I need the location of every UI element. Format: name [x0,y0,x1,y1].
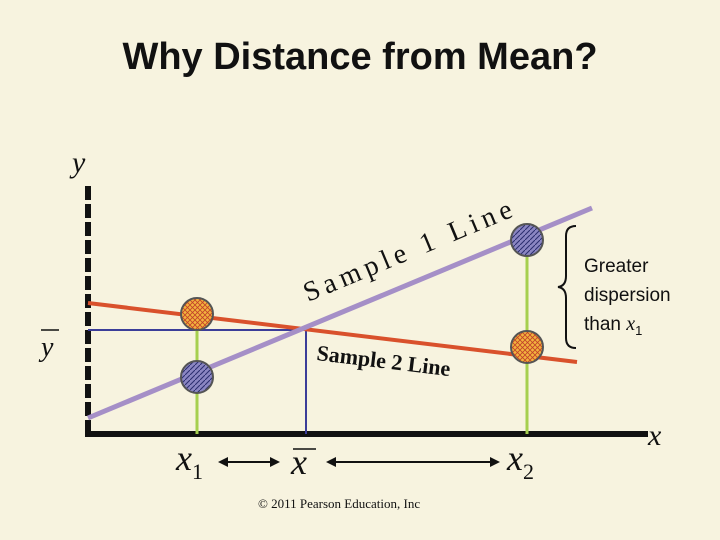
arrow-mean-to-x2 [326,457,500,467]
y-axis-label: y [69,146,86,179]
point-x1-sample1 [180,360,214,394]
page-title: Why Distance from Mean? [122,36,598,78]
point-x2-sample2 [510,330,544,364]
point-x1-sample2 [180,297,214,331]
arrow-x1-to-mean [218,457,280,467]
y-bar-label: y [38,332,54,363]
annotation-line-3: than x1 [584,313,642,338]
x-bar-label: x [290,442,307,482]
annotation-line-1: Greater [584,256,649,277]
dispersion-brace [557,225,577,349]
copyright-notice: © 2011 Pearson Education, Inc [258,496,421,511]
sample-2-line [87,301,578,364]
sample-1-line [87,205,593,421]
x1-label: x1 [175,438,203,484]
x-axis-label: x [647,419,662,452]
x2-label: x2 [506,438,534,484]
point-x2-sample1 [510,223,544,257]
annotation-line-2: dispersion [584,285,671,306]
